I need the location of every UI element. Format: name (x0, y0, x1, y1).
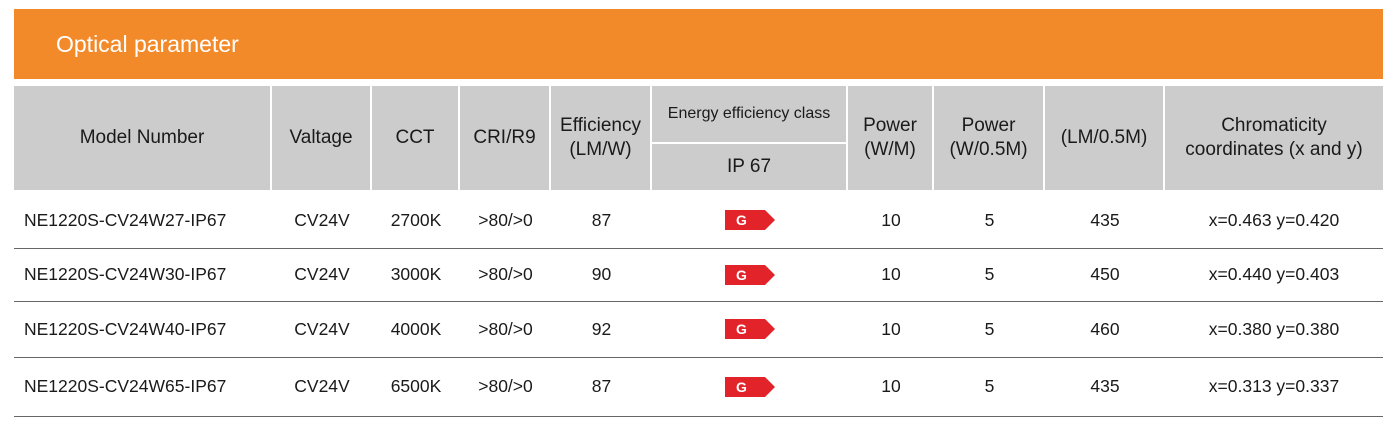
cell-energy-class: G (652, 301, 848, 357)
cell-power: 10 (881, 264, 901, 284)
header-voltage: Valtage (272, 86, 372, 190)
energy-class-badge-icon: G (725, 210, 775, 230)
header-cct: CCT (372, 86, 460, 190)
header-energy-class-sub: IP 67 (726, 156, 772, 177)
cell-chroma: x=0.380 y=0.380 (1208, 318, 1340, 339)
header-energy-class-label: Energy efficiency class (652, 86, 846, 144)
cell-cri: >80/>0 (478, 264, 533, 284)
energy-class-letter: G (736, 321, 747, 337)
cell-energy-class: G (652, 248, 848, 301)
header-efficiency: Efficiency (LM/W) (551, 86, 652, 190)
cell-power: 10 (881, 209, 901, 230)
energy-class-badge-icon: G (725, 376, 775, 397)
cell-efficiency: 90 (591, 264, 612, 284)
cell-cri: >80/>0 (478, 209, 533, 230)
cell-energy-class: G (652, 192, 848, 248)
header-model: Model Number (14, 86, 272, 190)
cell-voltage: CV24V (294, 318, 350, 339)
cell-chroma: x=0.313 y=0.337 (1208, 376, 1340, 396)
header-cri: CRI/R9 (460, 86, 551, 190)
cell-efficiency: 87 (591, 376, 612, 396)
header-chromaticity: Chromaticity coordinates (x and y) (1185, 115, 1363, 160)
cell-voltage: CV24V (294, 264, 350, 284)
cell-cri: >80/>0 (478, 318, 533, 339)
cell-power05: 5 (984, 209, 995, 230)
cell-cct: 6500K (390, 376, 442, 396)
section-title: Optical parameter (56, 30, 239, 57)
header-lumen: (LM/0.5M) (1045, 86, 1165, 190)
cell-lumen: 450 (1090, 264, 1120, 284)
cell-cct: 3000K (390, 264, 442, 284)
cell-power: 10 (881, 318, 901, 339)
cell-lumen: 435 (1090, 209, 1120, 230)
table-row: NE1220S-CV24W65-IP67 CV24V 6500K >80/>0 87 G 1… (14, 357, 1383, 417)
cell-lumen: 460 (1090, 318, 1120, 339)
cell-lumen: 435 (1090, 376, 1120, 396)
cell-model: NE1220S-CV24W40-IP67 (24, 318, 227, 339)
table-header: Model Number Valtage CCT CRI/R9 Efficien… (14, 86, 1383, 190)
cell-model: NE1220S-CV24W30-IP67 (24, 264, 227, 284)
header-energy-class: Energy efficiency class IP 67 (652, 86, 848, 190)
section-banner: Optical parameter (14, 9, 1383, 79)
cell-model: NE1220S-CV24W65-IP67 (24, 376, 227, 396)
cell-cct: 4000K (390, 318, 442, 339)
energy-class-letter: G (736, 267, 747, 283)
cell-efficiency: 92 (591, 318, 612, 339)
cell-energy-class: G (652, 357, 848, 416)
cell-voltage: CV24V (294, 376, 350, 396)
energy-class-badge-icon: G (725, 264, 775, 285)
cell-cri: >80/>0 (478, 376, 533, 396)
header-power: Power (W/M) (848, 86, 934, 190)
cell-power05: 5 (984, 376, 995, 396)
table-row: NE1220S-CV24W30-IP67 CV24V 3000K >80/>0 90 G 1… (14, 248, 1383, 302)
cell-voltage: CV24V (294, 209, 350, 230)
energy-class-letter: G (736, 379, 747, 395)
cell-cct: 2700K (390, 209, 442, 230)
table-row: NE1220S-CV24W40-IP67 CV24V 4000K >80/>0 92 G 1… (14, 301, 1383, 358)
cell-chroma: x=0.440 y=0.403 (1208, 264, 1340, 284)
table-row: NE1220S-CV24W27-IP67 CV24V 2700K >80/>0 87 G 1… (14, 192, 1383, 249)
cell-efficiency: 87 (591, 209, 612, 230)
header-power-half-meter: Power (W/0.5M) (934, 86, 1045, 190)
energy-class-letter: G (736, 212, 747, 228)
cell-power: 10 (881, 376, 901, 396)
cell-power05: 5 (984, 318, 995, 339)
energy-class-badge-icon: G (725, 319, 775, 339)
cell-power05: 5 (984, 264, 995, 284)
cell-model: NE1220S-CV24W27-IP67 (24, 209, 227, 230)
cell-chroma: x=0.463 y=0.420 (1208, 209, 1340, 230)
